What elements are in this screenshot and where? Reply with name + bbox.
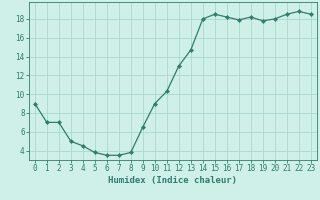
X-axis label: Humidex (Indice chaleur): Humidex (Indice chaleur) [108,176,237,185]
